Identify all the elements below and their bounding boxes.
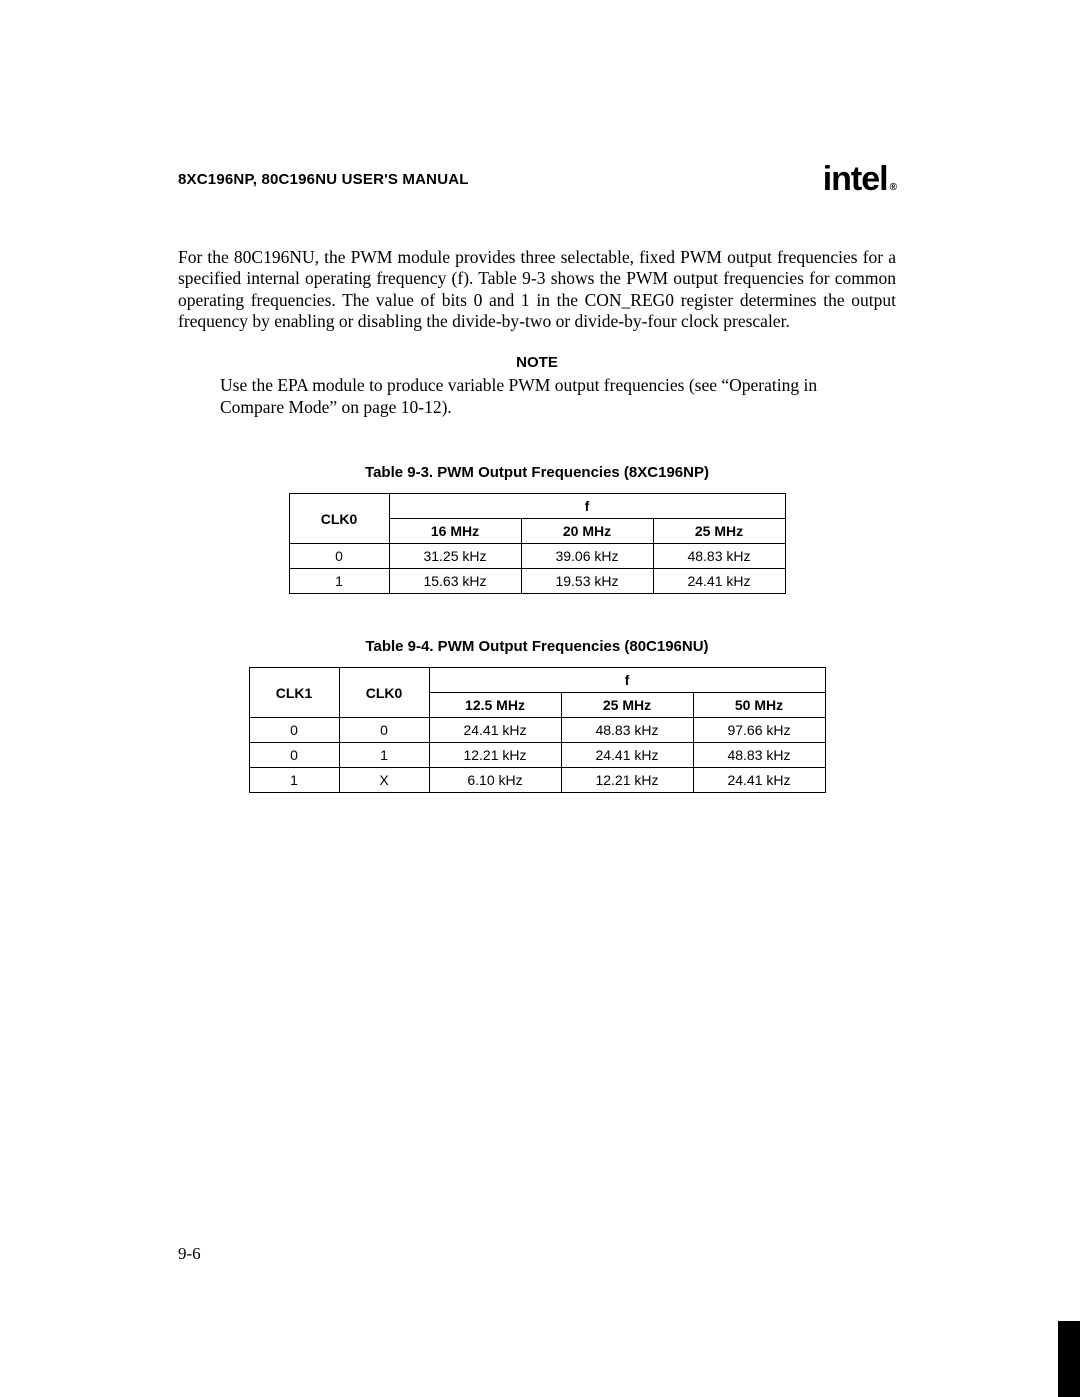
table-row: 0 1 12.21 kHz 24.41 kHz 48.83 kHz: [249, 743, 825, 768]
t94-header-clk0: CLK0: [339, 668, 429, 718]
manual-title: 8XC196NP, 80C196NU USER'S MANUAL: [178, 171, 469, 188]
t94-freq-header: 25 MHz: [561, 693, 693, 718]
t94-cell: 0: [339, 718, 429, 743]
page-header: 8XC196NP, 80C196NU USER'S MANUAL intel®: [178, 160, 896, 199]
intel-logo: intel®: [823, 160, 896, 199]
t93-header-clk0: CLK0: [289, 494, 389, 544]
table-94-wrap: CLK1 CLK0 f 12.5 MHz 25 MHz 50 MHz 0 0 2…: [178, 667, 896, 793]
tab-marker: [1058, 1321, 1080, 1397]
table-94-caption: Table 9-4. PWM Output Frequencies (80C19…: [178, 638, 896, 655]
registered-mark: ®: [890, 182, 896, 193]
t93-cell: 31.25 kHz: [389, 544, 521, 569]
t93-freq-header: 25 MHz: [653, 519, 785, 544]
t93-cell: 0: [289, 544, 389, 569]
t94-cell: 1: [249, 768, 339, 793]
t94-cell: 12.21 kHz: [429, 743, 561, 768]
t94-cell: 0: [249, 718, 339, 743]
t93-cell: 24.41 kHz: [653, 569, 785, 594]
table-row: 0 0 24.41 kHz 48.83 kHz 97.66 kHz: [249, 718, 825, 743]
t94-cell: 24.41 kHz: [693, 768, 825, 793]
intro-paragraph: For the 80C196NU, the PWM module provide…: [178, 247, 896, 332]
t94-cell: 97.66 kHz: [693, 718, 825, 743]
note-body: Use the EPA module to produce variable P…: [220, 375, 854, 418]
t93-cell: 19.53 kHz: [521, 569, 653, 594]
t93-freq-header: 16 MHz: [389, 519, 521, 544]
t94-freq-header: 50 MHz: [693, 693, 825, 718]
t93-freq-header: 20 MHz: [521, 519, 653, 544]
t94-cell: 48.83 kHz: [561, 718, 693, 743]
table-row: 1 15.63 kHz 19.53 kHz 24.41 kHz: [289, 569, 785, 594]
t94-cell: 24.41 kHz: [429, 718, 561, 743]
page-content: 8XC196NP, 80C196NU USER'S MANUAL intel® …: [178, 160, 896, 837]
t94-cell: 48.83 kHz: [693, 743, 825, 768]
logo-text: intel: [823, 160, 888, 199]
t93-cell: 48.83 kHz: [653, 544, 785, 569]
note-heading: NOTE: [178, 354, 896, 371]
t94-header-f: f: [429, 668, 825, 693]
t93-header-f: f: [389, 494, 785, 519]
t94-cell: 24.41 kHz: [561, 743, 693, 768]
table-94: CLK1 CLK0 f 12.5 MHz 25 MHz 50 MHz 0 0 2…: [249, 667, 826, 793]
table-row: 1 X 6.10 kHz 12.21 kHz 24.41 kHz: [249, 768, 825, 793]
t93-cell: 39.06 kHz: [521, 544, 653, 569]
t94-cell: X: [339, 768, 429, 793]
table-93: CLK0 f 16 MHz 20 MHz 25 MHz 0 31.25 kHz …: [289, 493, 786, 594]
t94-cell: 0: [249, 743, 339, 768]
table-93-wrap: CLK0 f 16 MHz 20 MHz 25 MHz 0 31.25 kHz …: [178, 493, 896, 594]
table-row: 0 31.25 kHz 39.06 kHz 48.83 kHz: [289, 544, 785, 569]
t93-cell: 1: [289, 569, 389, 594]
t94-cell: 1: [339, 743, 429, 768]
page-number: 9-6: [178, 1244, 201, 1264]
t94-header-clk1: CLK1: [249, 668, 339, 718]
t94-freq-header: 12.5 MHz: [429, 693, 561, 718]
table-93-caption: Table 9-3. PWM Output Frequencies (8XC19…: [178, 464, 896, 481]
t94-cell: 12.21 kHz: [561, 768, 693, 793]
t93-cell: 15.63 kHz: [389, 569, 521, 594]
t94-cell: 6.10 kHz: [429, 768, 561, 793]
